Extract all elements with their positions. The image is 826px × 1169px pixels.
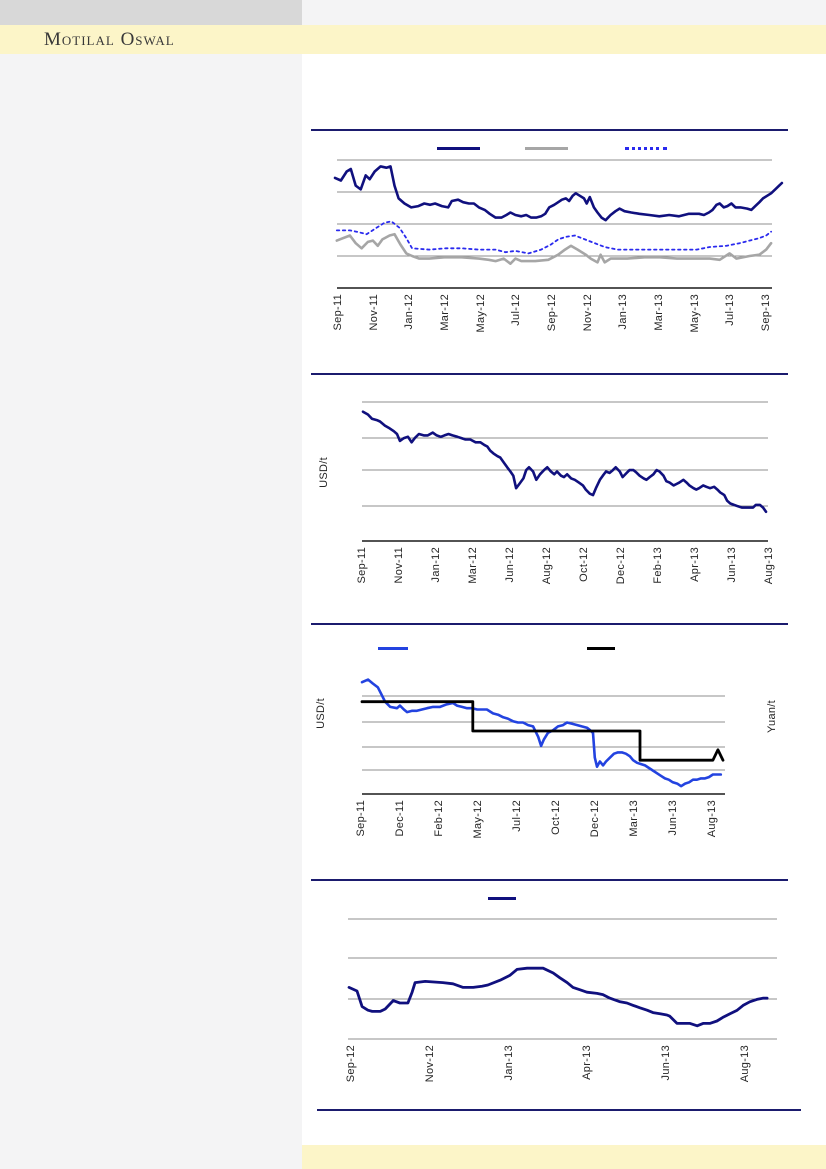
legend-swatch-gray-solid	[525, 147, 568, 150]
x-tick-label: Apr-13	[581, 1045, 594, 1080]
x-tick-label: Aug-13	[706, 800, 718, 838]
section-divider	[317, 1109, 801, 1111]
chart-2-canvas	[361, 401, 768, 542]
x-tick-label: Sep-11	[356, 547, 368, 584]
chart-4-canvas	[347, 918, 777, 1040]
dark-blue-solid-series	[361, 410, 768, 514]
y-axis-label-left: USD/t	[318, 457, 330, 488]
x-tick-label: Mar-13	[628, 800, 640, 837]
brand-band	[0, 25, 826, 54]
x-tick-label: Sep-13	[760, 294, 773, 332]
x-tick-label: Jan-12	[430, 547, 442, 583]
legend-swatch-dark-blue-solid	[437, 147, 480, 150]
x-tick-label: Jun-13	[667, 800, 679, 836]
dark-blue-solid-series	[333, 165, 784, 222]
x-tick-label: May-12	[472, 800, 484, 839]
y-axis-label-right: Yuan/t	[766, 700, 778, 733]
y-axis-label-left: USD/t	[315, 698, 327, 729]
x-tick-label: Feb-12	[433, 800, 445, 837]
x-tick-label: Jun-13	[660, 1045, 673, 1081]
header-top-strip	[302, 0, 826, 25]
x-tick-label: Jun-12	[504, 547, 516, 583]
x-tick-label: Jul-13	[724, 294, 737, 326]
x-tick-label: Nov-11	[367, 294, 380, 331]
section-divider	[311, 129, 788, 131]
x-tick-label: Mar-12	[439, 294, 451, 331]
left-sidebar-panel	[0, 54, 302, 1169]
x-tick-label: Mar-13	[653, 294, 666, 331]
x-tick-label: Oct-12	[550, 800, 562, 835]
x-tick-label: Jul-12	[511, 800, 523, 832]
x-tick-label: Jan-13	[617, 294, 630, 330]
x-tick-label: Sep-12	[546, 294, 559, 332]
x-tick-label: Oct-12	[578, 547, 590, 582]
x-tick-label: Mar-12	[467, 547, 479, 584]
section-divider	[311, 879, 788, 881]
x-tick-label: Nov-12	[423, 1045, 436, 1083]
x-tick-label: Feb-13	[652, 547, 664, 584]
x-tick-label: Jan-12	[403, 294, 416, 330]
x-tick-label: Jun-13	[726, 547, 738, 583]
section-divider	[311, 623, 788, 625]
x-tick-label: Sep-12	[345, 1045, 357, 1083]
company-logo: Motilal Oswal	[44, 29, 175, 50]
x-tick-label: Nov-11	[393, 547, 405, 584]
x-tick-label: Dec-12	[615, 547, 627, 585]
black-solid-series	[360, 700, 725, 762]
x-tick-label: Aug-12	[541, 547, 553, 585]
x-tick-label: Nov-12	[581, 294, 594, 332]
x-tick-label: Aug-13	[739, 1045, 751, 1083]
x-tick-label: Aug-13	[763, 547, 775, 585]
x-tick-label: Apr-13	[689, 547, 701, 582]
section-divider	[311, 373, 788, 375]
legend-swatch-black-solid	[587, 647, 615, 650]
header-gray-box	[0, 0, 302, 25]
x-tick-label: Jul-12	[510, 294, 523, 326]
x-tick-label: Dec-11	[394, 800, 406, 837]
chart-1-canvas	[333, 159, 784, 289]
chart-3-canvas	[360, 678, 725, 795]
legend-swatch-dark-blue-solid	[488, 897, 516, 900]
dark-blue-solid-series	[347, 966, 769, 1028]
x-tick-label: Sep-11	[355, 800, 367, 837]
x-tick-label: Dec-12	[589, 800, 601, 838]
blue-dotted-series	[335, 220, 772, 255]
legend-swatch-bright-blue-solid	[378, 647, 408, 650]
legend-swatch-blue-dotted	[625, 147, 667, 150]
footer-yellow-band	[302, 1145, 826, 1169]
gray-solid-series	[335, 232, 773, 266]
x-tick-label: Sep-11	[332, 294, 344, 331]
x-tick-label: Jan-13	[502, 1045, 515, 1081]
x-tick-label: May-12	[474, 294, 487, 333]
bright-blue-solid-series	[360, 678, 723, 788]
x-tick-label: May-13	[688, 294, 701, 333]
